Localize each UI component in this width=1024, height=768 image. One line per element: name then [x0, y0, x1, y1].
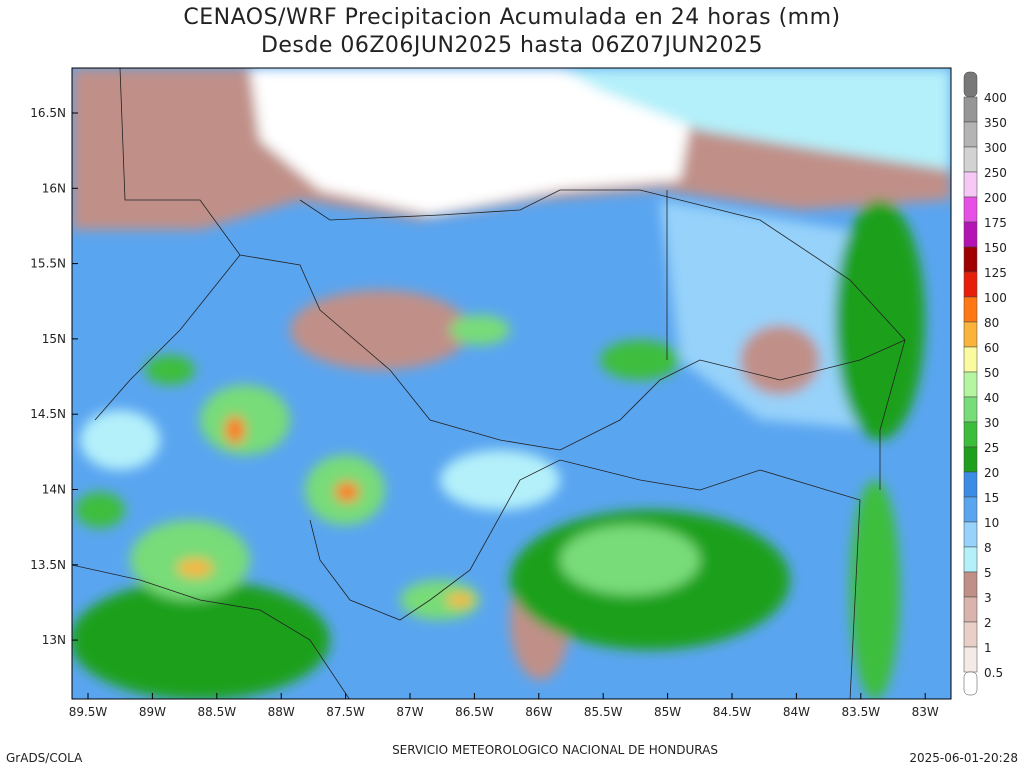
colorbar-label: 25 [984, 441, 999, 455]
lat-label: 15N [42, 332, 66, 346]
colorbar-cell [963, 121, 978, 148]
colorbar-cell [963, 571, 978, 598]
colorbar-label: 5 [984, 566, 992, 580]
footer-left: GrADS/COLA [6, 751, 83, 765]
lon-label: 84W [783, 705, 810, 719]
lon-label: 83W [912, 705, 939, 719]
lon-label: 88.5W [198, 705, 237, 719]
lat-label: 16N [42, 181, 66, 195]
title: CENAOS/WRF Precipitacion Acumulada en 24… [183, 5, 840, 30]
colorbar-cell [963, 346, 978, 373]
lat-label: 13N [42, 633, 66, 647]
colorbar-label: 1 [984, 641, 992, 655]
colorbar-label: 15 [984, 491, 999, 505]
colorbar-label: 40 [984, 391, 999, 405]
lat-label: 14N [42, 483, 66, 497]
colorbar-cell [963, 96, 978, 123]
colorbar-label: 400 [984, 91, 1007, 105]
colorbar-label: 175 [984, 216, 1007, 230]
colorbar-label: 2 [984, 616, 992, 630]
colorbar-cell [963, 671, 978, 696]
lon-label: 88W [268, 705, 295, 719]
colorbar-label: 350 [984, 116, 1007, 130]
colorbar-label: 60 [984, 341, 999, 355]
colorbar-cell [963, 321, 978, 348]
lon-label: 86W [525, 705, 552, 719]
colorbar-cell [963, 546, 978, 573]
colorbar-label: 3 [984, 591, 992, 605]
colorbar-label: 10 [984, 516, 999, 530]
footer-center: SERVICIO METEOROLOGICO NACIONAL DE HONDU… [392, 743, 718, 757]
colorbar-label: 250 [984, 166, 1007, 180]
colorbar-label: 200 [984, 191, 1007, 205]
colorbar-cell [963, 196, 978, 223]
lon-label: 85W [654, 705, 681, 719]
colorbar-label: 0.5 [984, 666, 1003, 680]
lon-label: 86.5W [455, 705, 494, 719]
colorbar-label: 80 [984, 316, 999, 330]
precip-field [72, 68, 951, 699]
colorbar-cell [963, 221, 978, 248]
lat-label: 13.5N [30, 558, 66, 572]
lat-label: 16.5N [30, 106, 66, 120]
lon-label: 87.5W [326, 705, 365, 719]
lat-label: 15.5N [30, 257, 66, 271]
lon-label: 83.5W [842, 705, 881, 719]
colorbar-cell [963, 521, 978, 548]
colorbar-cell [963, 146, 978, 173]
lon-label: 84.5W [713, 705, 752, 719]
colorbar-cell [963, 496, 978, 523]
colorbar-cell [963, 271, 978, 298]
colorbar-cell [963, 246, 978, 273]
colorbar-label: 300 [984, 141, 1007, 155]
colorbar-cell [963, 446, 978, 473]
colorbar-cell [963, 471, 978, 498]
colorbar-label: 8 [984, 541, 992, 555]
colorbar-label: 100 [984, 291, 1007, 305]
colorbar-cell [963, 646, 978, 673]
colorbar-label: 50 [984, 366, 999, 380]
colorbar-cell [963, 371, 978, 398]
colorbar-label: 30 [984, 416, 999, 430]
colorbar-label: 150 [984, 241, 1007, 255]
colorbar-label: 125 [984, 266, 1007, 280]
colorbar-cell [963, 171, 978, 198]
colorbar-label: 20 [984, 466, 999, 480]
colorbar-cell [963, 71, 978, 98]
colorbar-cell [963, 396, 978, 423]
lon-label: 89.5W [69, 705, 108, 719]
colorbar-cell [963, 421, 978, 448]
lon-label: 87W [396, 705, 423, 719]
map-frame [71, 67, 952, 700]
lat-label: 14.5N [30, 407, 66, 421]
colorbar-cell [963, 296, 978, 323]
colorbar-cell [963, 596, 978, 623]
colorbar-cell [963, 621, 978, 648]
subtitle: Desde 06Z06JUN2025 hasta 06Z07JUN2025 [261, 33, 763, 58]
lon-label: 89W [139, 705, 166, 719]
lon-label: 85.5W [584, 705, 623, 719]
footer-right: 2025-06-01-20:28 [909, 751, 1018, 765]
